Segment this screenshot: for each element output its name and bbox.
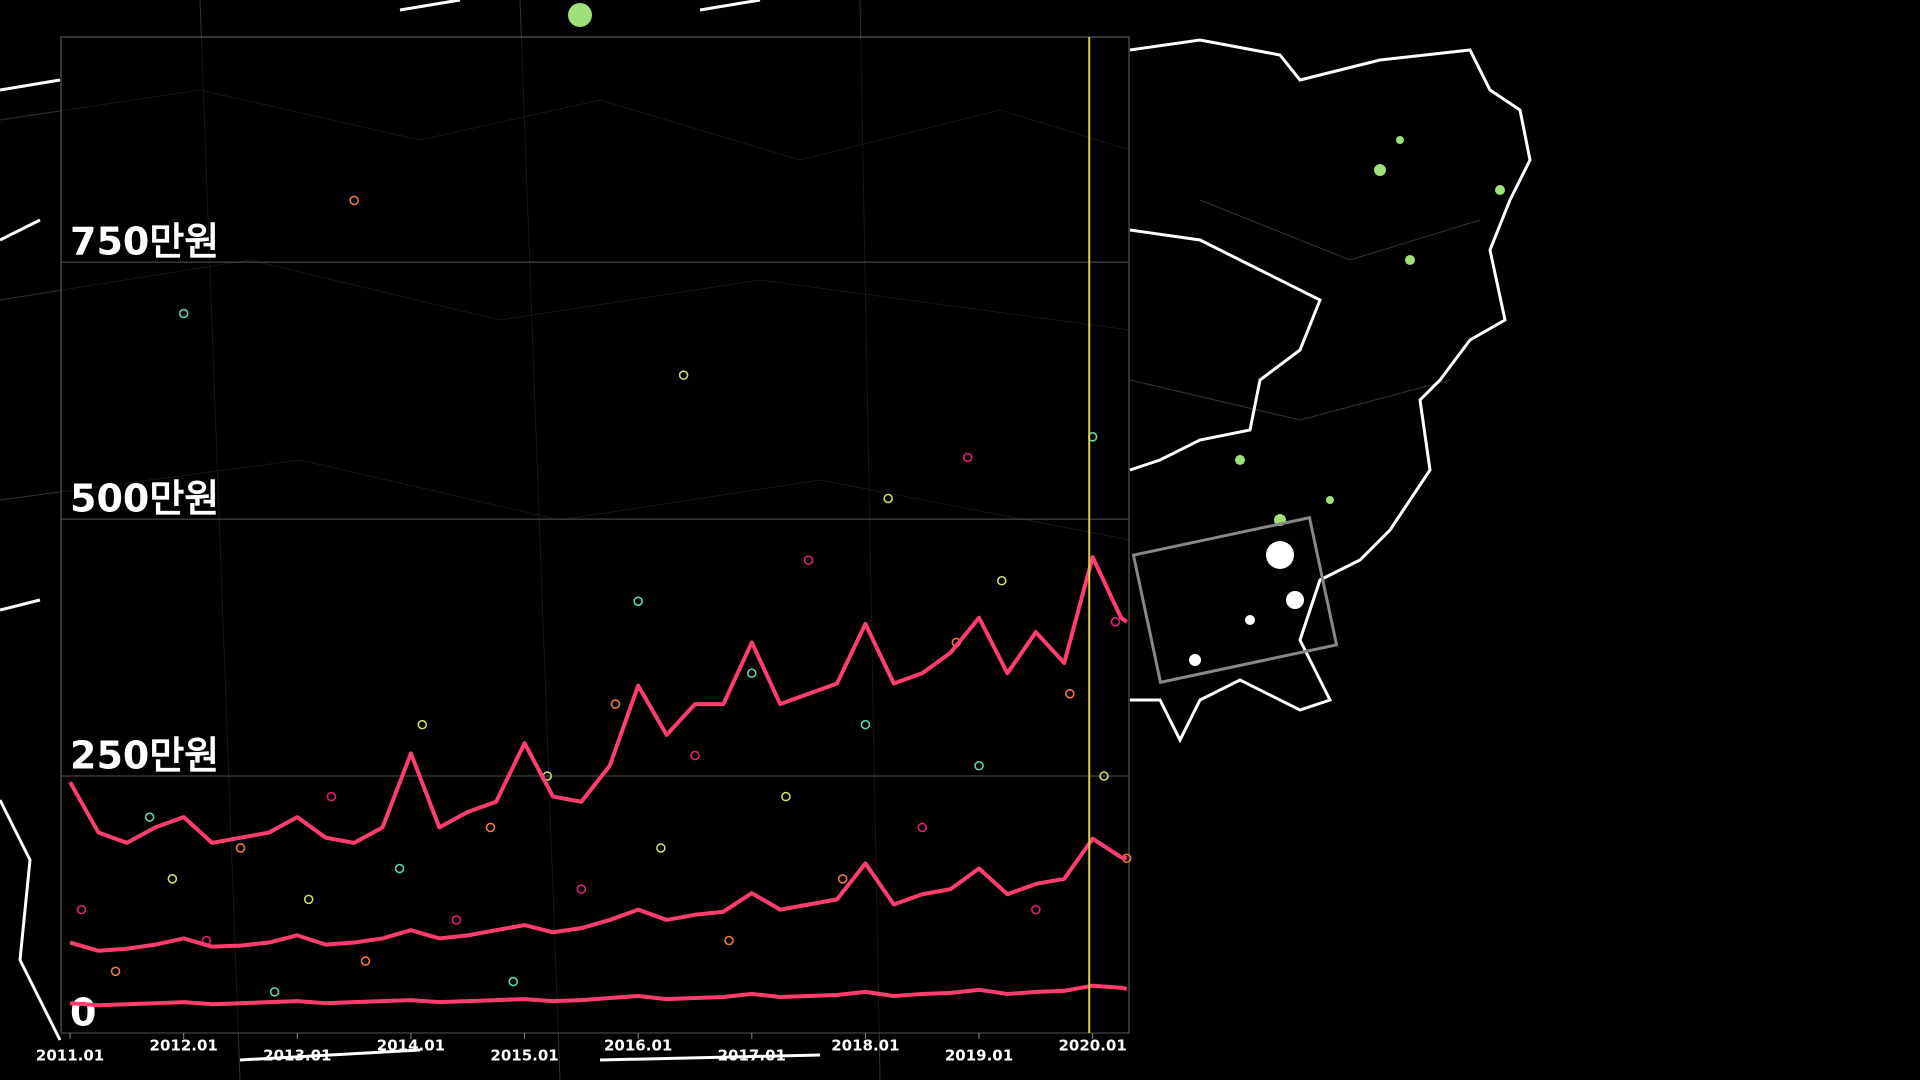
x-tick-label: 2019.01 [945,1047,1013,1065]
map-dot [1396,136,1404,144]
scatter-point [1031,904,1041,915]
x-tick-label: 2011.01 [36,1047,104,1065]
x-tick-label: 2017.01 [718,1047,786,1065]
map-dot [1189,654,1201,666]
map-dot [1326,496,1334,504]
map-dot [1266,541,1294,569]
scatter-point [326,791,337,802]
scatter-point [656,843,666,853]
map-dot [1495,185,1505,195]
scatter-point [633,596,643,607]
map-coast [1129,38,1532,744]
map-dot [1374,164,1386,176]
x-tick-label: 2020.01 [1058,1037,1126,1055]
scatter-point [360,956,371,966]
map-dots [568,3,1505,526]
scatter-point [144,812,155,822]
scatter-point [235,843,246,853]
map-edges [0,0,821,1062]
map-city-dots [1189,541,1304,666]
scatter-point [110,966,121,977]
percentile-line [68,555,1128,845]
scatter-point [394,863,405,874]
scatter-point [167,874,178,884]
scatter-point [996,575,1007,586]
scatter-point [1065,689,1075,699]
percentile-line [69,983,1128,1008]
x-tick-label: 2018.01 [831,1037,899,1055]
scatter-point [576,884,587,894]
y-tick-label: 500만원 [70,477,219,521]
y-tick-label: 0 [70,991,96,1035]
x-tick-label: 2013.01 [263,1047,331,1065]
scatter-point [508,976,518,987]
map-border [1129,228,1322,472]
scatter-point [917,822,928,833]
map-dot [1405,255,1415,265]
x-tick-label: 2012.01 [150,1037,218,1055]
map-focus-box [1131,515,1339,685]
scatter-point [303,894,314,905]
scatter-point [349,195,359,206]
percentile-line [69,836,1128,953]
scatter-point [678,370,689,380]
scatter-point [883,493,893,504]
scatter-point [76,904,87,915]
x-tick-label: 2016.01 [604,1037,672,1055]
scatter-point [610,699,621,709]
map-dot [1286,591,1304,609]
scatter-point [417,719,428,730]
map-dot [1235,455,1245,465]
scatter-point [690,750,700,761]
scatter-point [837,874,848,884]
x-tick-label: 2015.01 [490,1047,558,1065]
map-dot [1245,615,1255,625]
y-tick-label: 750만원 [70,220,219,264]
scatter-point [451,915,462,925]
scatter-point [974,760,984,771]
map-dot [568,3,592,27]
scatter-point [962,452,973,463]
scatter-point [781,791,791,802]
scatter-point [178,308,189,319]
scatter-point [724,935,734,946]
scatter-point [860,719,871,730]
scatter-points [76,195,1132,997]
scatter-point [803,555,814,565]
scatter-point [485,822,496,833]
scatter-point [1099,771,1109,781]
scatter-point [746,668,757,679]
scatter-point [269,987,280,997]
x-tick-label: 2014.01 [377,1037,445,1055]
scatter-point [1110,617,1121,627]
y-tick-label: 250만원 [70,734,219,778]
plot-area [60,36,1130,1034]
